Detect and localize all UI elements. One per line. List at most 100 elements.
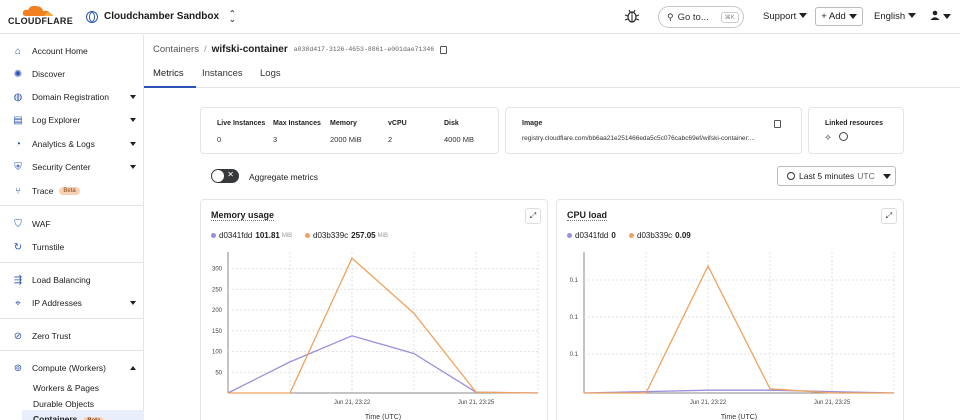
sidebar-subitem-workers-pages[interactable]: Workers & Pages [33,383,99,393]
x-tick-label: Jun 21, 23:25 [458,400,495,406]
load-balancing-icon: ⇶ [13,274,23,286]
turnstile-icon: ↻ [13,241,23,253]
legend-unit: MiB [281,232,293,239]
legend-name: d03b339c [313,231,349,240]
image-card: Image registry.cloudflare.com/bb6aa21e25… [505,107,802,154]
legend-name: d03b339c [637,231,673,240]
add-label: + Add [821,11,846,22]
memory-chart: 50 100 150 200 250 300 Jun 21, 23:22 Jun 21, 23… [212,252,539,420]
time-range-label: Last 5 minutes [799,171,855,181]
active-item-highlight [22,410,144,420]
y-tick-label: 200 [212,308,223,314]
ip-icon: ⌖ [15,297,21,309]
top-bar: CLOUDFLARE Cloudchamber Sandbox ⌃ ⌄ ⚲ Go … [0,0,960,34]
chevron-down-icon [130,142,136,146]
sidebar-subitem-containers[interactable]: Containers Beta [33,414,105,420]
sidebar-item-load-balancing[interactable]: ⇶ Load Balancing [0,270,144,290]
sidebar-item-domain-registration[interactable]: ◍ Domain Registration [0,87,144,107]
user-menu[interactable] [930,10,951,23]
analytics-icon: ◔ [14,138,22,150]
linked-resources-label: Linked resources [825,120,883,127]
sidebar-subitem-label: Workers & Pages [33,383,99,393]
x-axis-label: Time (UTC) [365,414,401,420]
sidebar-subitem-label: Durable Objects [33,399,94,409]
language-label: English [874,11,906,22]
tab-bar: Metrics Instances Logs [144,64,960,88]
container-id: a038d417-3126-4653-8861-e001dae71346 [293,46,435,53]
sidebar-item-turnstile[interactable]: ↻ Turnstile [0,237,144,257]
chart-title: CPU load [567,210,608,221]
search-icon: ⚲ [667,11,674,22]
y-tick-label: 0.1 [570,315,579,321]
sidebar-subitem-durable-objects[interactable]: Durable Objects [33,399,94,409]
worker-icon[interactable]: ⟡ [825,132,831,142]
sidebar-item-discover[interactable]: ✺ Discover [0,64,144,84]
legend-name: d0341fdd [219,231,253,240]
user-icon [930,10,940,20]
compute-icon: ⊚ [13,362,23,374]
breadcrumb: Containers / wifski-container a038d417-3… [153,44,448,55]
aggregate-label: Aggregate metrics [249,172,318,182]
sidebar-item-label: Zero Trust [32,331,71,341]
cpu-chart: 0.1 0.1 0.1 Jun 21, 23:22 Jun 21, 23:25 Time … [570,252,895,420]
tab-instances[interactable]: Instances [202,68,243,79]
sidebar-item-waf[interactable]: ⛉ WAF [0,214,144,234]
sidebar-item-log-explorer[interactable]: ▤ Log Explorer [0,110,144,130]
sidebar-item-label: Trace [32,186,54,196]
sidebar-item-trace[interactable]: ⑂ Trace Beta [0,181,144,201]
legend-name: d0341fdd [575,231,609,240]
expand-icon[interactable]: ⤢ [881,208,897,224]
x-tick-label: Jun 21, 23:22 [690,400,727,406]
zero-trust-icon: ⊘ [13,330,23,342]
home-icon: ⌂ [14,45,22,57]
tab-metrics[interactable]: Metrics [153,68,184,79]
lightbulb-icon: ✺ [13,68,23,80]
bug-icon[interactable] [624,8,640,24]
sidebar-item-label: Turnstile [32,242,65,252]
series-line-d03b339c [584,264,894,394]
sidebar-item-label: IP Addresses [32,298,82,308]
beta-badge: Beta [83,417,105,420]
copy-icon[interactable] [440,45,448,54]
sidebar-item-analytics-logs[interactable]: ◔ Analytics & Logs [0,134,144,154]
goto-label: Go to... [677,11,709,23]
chevron-down-icon [130,165,136,169]
tab-logs[interactable]: Logs [260,68,281,79]
stat-header: vCPU [388,120,407,127]
sidebar-item-compute-workers-[interactable]: ⊚ Compute (Workers) [0,358,144,378]
caret-down-icon [943,14,951,19]
sidebar-item-label: Security Center [32,162,91,172]
page-title: wifski-container [211,44,288,55]
aggregate-toggle[interactable]: ✕ [211,169,239,183]
account-switcher[interactable]: Cloudchamber Sandbox ⌃ ⌄ [86,9,236,23]
legend-dot [305,233,310,238]
breadcrumb-parent[interactable]: Containers [153,44,199,55]
image-value: registry.cloudflare.com/bb6aa21e251466ed… [522,135,755,142]
support-label: Support [763,11,797,22]
language-menu[interactable]: English [874,11,917,22]
account-name: Cloudchamber Sandbox [104,11,220,22]
cloudflare-logo[interactable]: CLOUDFLARE [8,7,78,26]
support-menu[interactable]: Support [763,11,808,22]
stats-card: Live Instances Max Instances Memory vCPU… [200,107,499,154]
sidebar-item-account-home[interactable]: ⌂ Account Home [0,41,144,61]
beta-badge: Beta [59,187,80,195]
copy-icon[interactable] [774,120,781,128]
globe-icon[interactable] [839,132,848,141]
sidebar-item-label: WAF [32,219,51,229]
legend-item: d0341fdd 101.81 MiB [211,231,292,240]
add-button[interactable]: + Add [815,7,863,26]
sidebar-item-label: Discover [32,69,66,79]
expand-icon[interactable]: ⤢ [525,208,541,224]
x-tick-label: Jun 21, 23:22 [334,400,371,406]
time-range-select[interactable]: Last 5 minutes UTC [777,166,896,186]
sidebar-item-zero-trust[interactable]: ⊘ Zero Trust [0,326,144,346]
sidebar-item-security-center[interactable]: ⛨ Security Center [0,157,144,177]
legend-dot [629,233,634,238]
sidebar-subitem-label: Containers [33,414,78,420]
y-tick-label: 300 [212,267,223,273]
goto-search-button[interactable]: ⚲ Go to... ⌘K [658,6,744,28]
legend-unit: MiB [377,232,388,239]
sidebar-item-ip-addresses[interactable]: ⌖ IP Addresses [0,293,144,313]
memory-chart-card: Memory usage ⤢ d0341fdd 101.81 MiB d03b3… [200,199,548,420]
